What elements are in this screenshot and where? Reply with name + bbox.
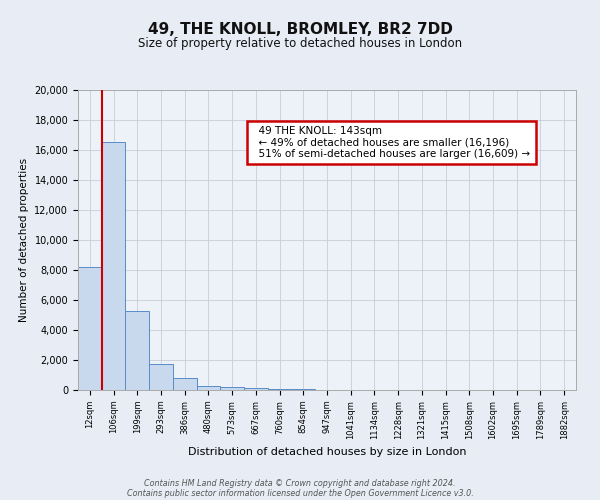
Text: 49 THE KNOLL: 143sqm
  ← 49% of detached houses are smaller (16,196)
  51% of se: 49 THE KNOLL: 143sqm ← 49% of detached h…	[252, 126, 530, 159]
X-axis label: Distribution of detached houses by size in London: Distribution of detached houses by size …	[188, 447, 466, 457]
Bar	[125, 310, 149, 390]
Text: 49, THE KNOLL, BROMLEY, BR2 7DD: 49, THE KNOLL, BROMLEY, BR2 7DD	[148, 22, 452, 38]
Bar	[78, 267, 102, 390]
Bar	[102, 142, 125, 390]
Bar	[268, 389, 292, 390]
Text: Size of property relative to detached houses in London: Size of property relative to detached ho…	[138, 38, 462, 51]
Y-axis label: Number of detached properties: Number of detached properties	[19, 158, 29, 322]
Text: Contains HM Land Registry data © Crown copyright and database right 2024.: Contains HM Land Registry data © Crown c…	[144, 478, 456, 488]
Text: Contains public sector information licensed under the Open Government Licence v3: Contains public sector information licen…	[127, 488, 473, 498]
Bar	[220, 387, 244, 390]
Bar	[292, 389, 315, 390]
Bar	[197, 386, 220, 390]
Bar	[244, 388, 268, 390]
Bar	[173, 378, 197, 390]
Bar	[149, 364, 173, 390]
